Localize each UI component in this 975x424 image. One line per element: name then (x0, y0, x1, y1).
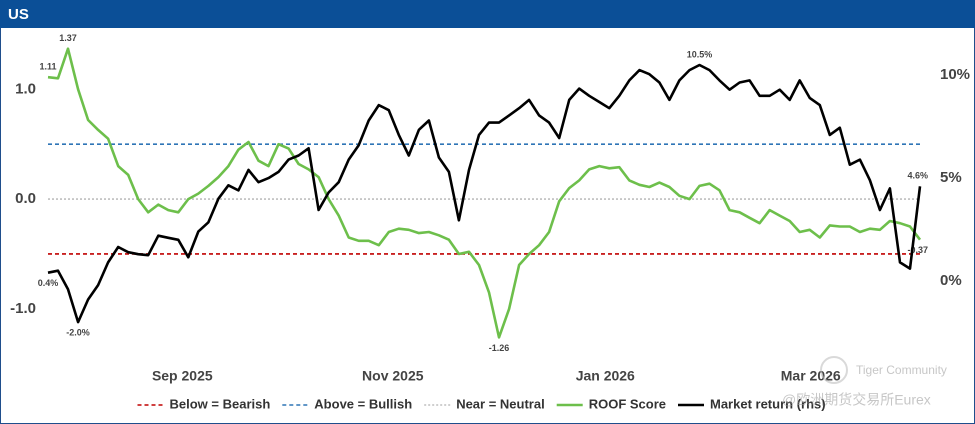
watermark-icon (820, 356, 848, 384)
y2-tick-label: 5% (940, 169, 962, 186)
data-label: -2.0% (66, 327, 90, 337)
legend-item: Market return (rhs) (678, 396, 826, 411)
legend-label: Market return (rhs) (710, 396, 826, 411)
data-label: -0.37 (907, 245, 928, 255)
legend-item: Below = Bearish (137, 396, 271, 411)
data-label: 1.37 (59, 33, 77, 43)
series-line (47, 47, 922, 339)
header-bar (0, 0, 975, 28)
legend-item: Above = Bullish (282, 396, 412, 411)
legend-label: Above = Bullish (314, 396, 412, 411)
watermark-text: Tiger Community (856, 363, 947, 377)
data-label: 0.4% (38, 278, 59, 288)
data-label: 1.11 (39, 62, 56, 72)
legend-item: Near = Neutral (424, 396, 545, 411)
y-tick-label: 0.0 (15, 190, 36, 207)
legend: Below = Bearish Above = Bullish Near = Neu… (137, 396, 826, 411)
watermark: Tiger Community @欧洲期货交易所Eurex (782, 356, 947, 408)
legend-item: ROOF Score (556, 396, 666, 411)
x-tick-label: Sep 2025 (152, 368, 213, 384)
x-tick-label: Mar 2026 (781, 368, 841, 384)
x-tick-label: Jan 2026 (576, 368, 635, 384)
y-tick-label: -1.0 (10, 300, 36, 317)
y-tick-label: 1.0 (15, 80, 36, 97)
y2-tick-label: 0% (940, 272, 962, 289)
data-label: 10.5% (687, 49, 713, 59)
chart-title: US (8, 6, 29, 23)
legend-label: Below = Bearish (170, 396, 271, 411)
y2-tick-label: 10% (940, 66, 970, 83)
series-line (47, 63, 922, 324)
legend-label: ROOF Score (589, 396, 666, 411)
x-tick-label: Nov 2025 (362, 368, 424, 384)
data-label: -1.26 (489, 343, 510, 353)
data-label: 4.6% (907, 171, 928, 181)
watermark-text: @欧洲期货交易所Eurex (782, 392, 931, 408)
legend-label: Near = Neutral (456, 396, 545, 411)
